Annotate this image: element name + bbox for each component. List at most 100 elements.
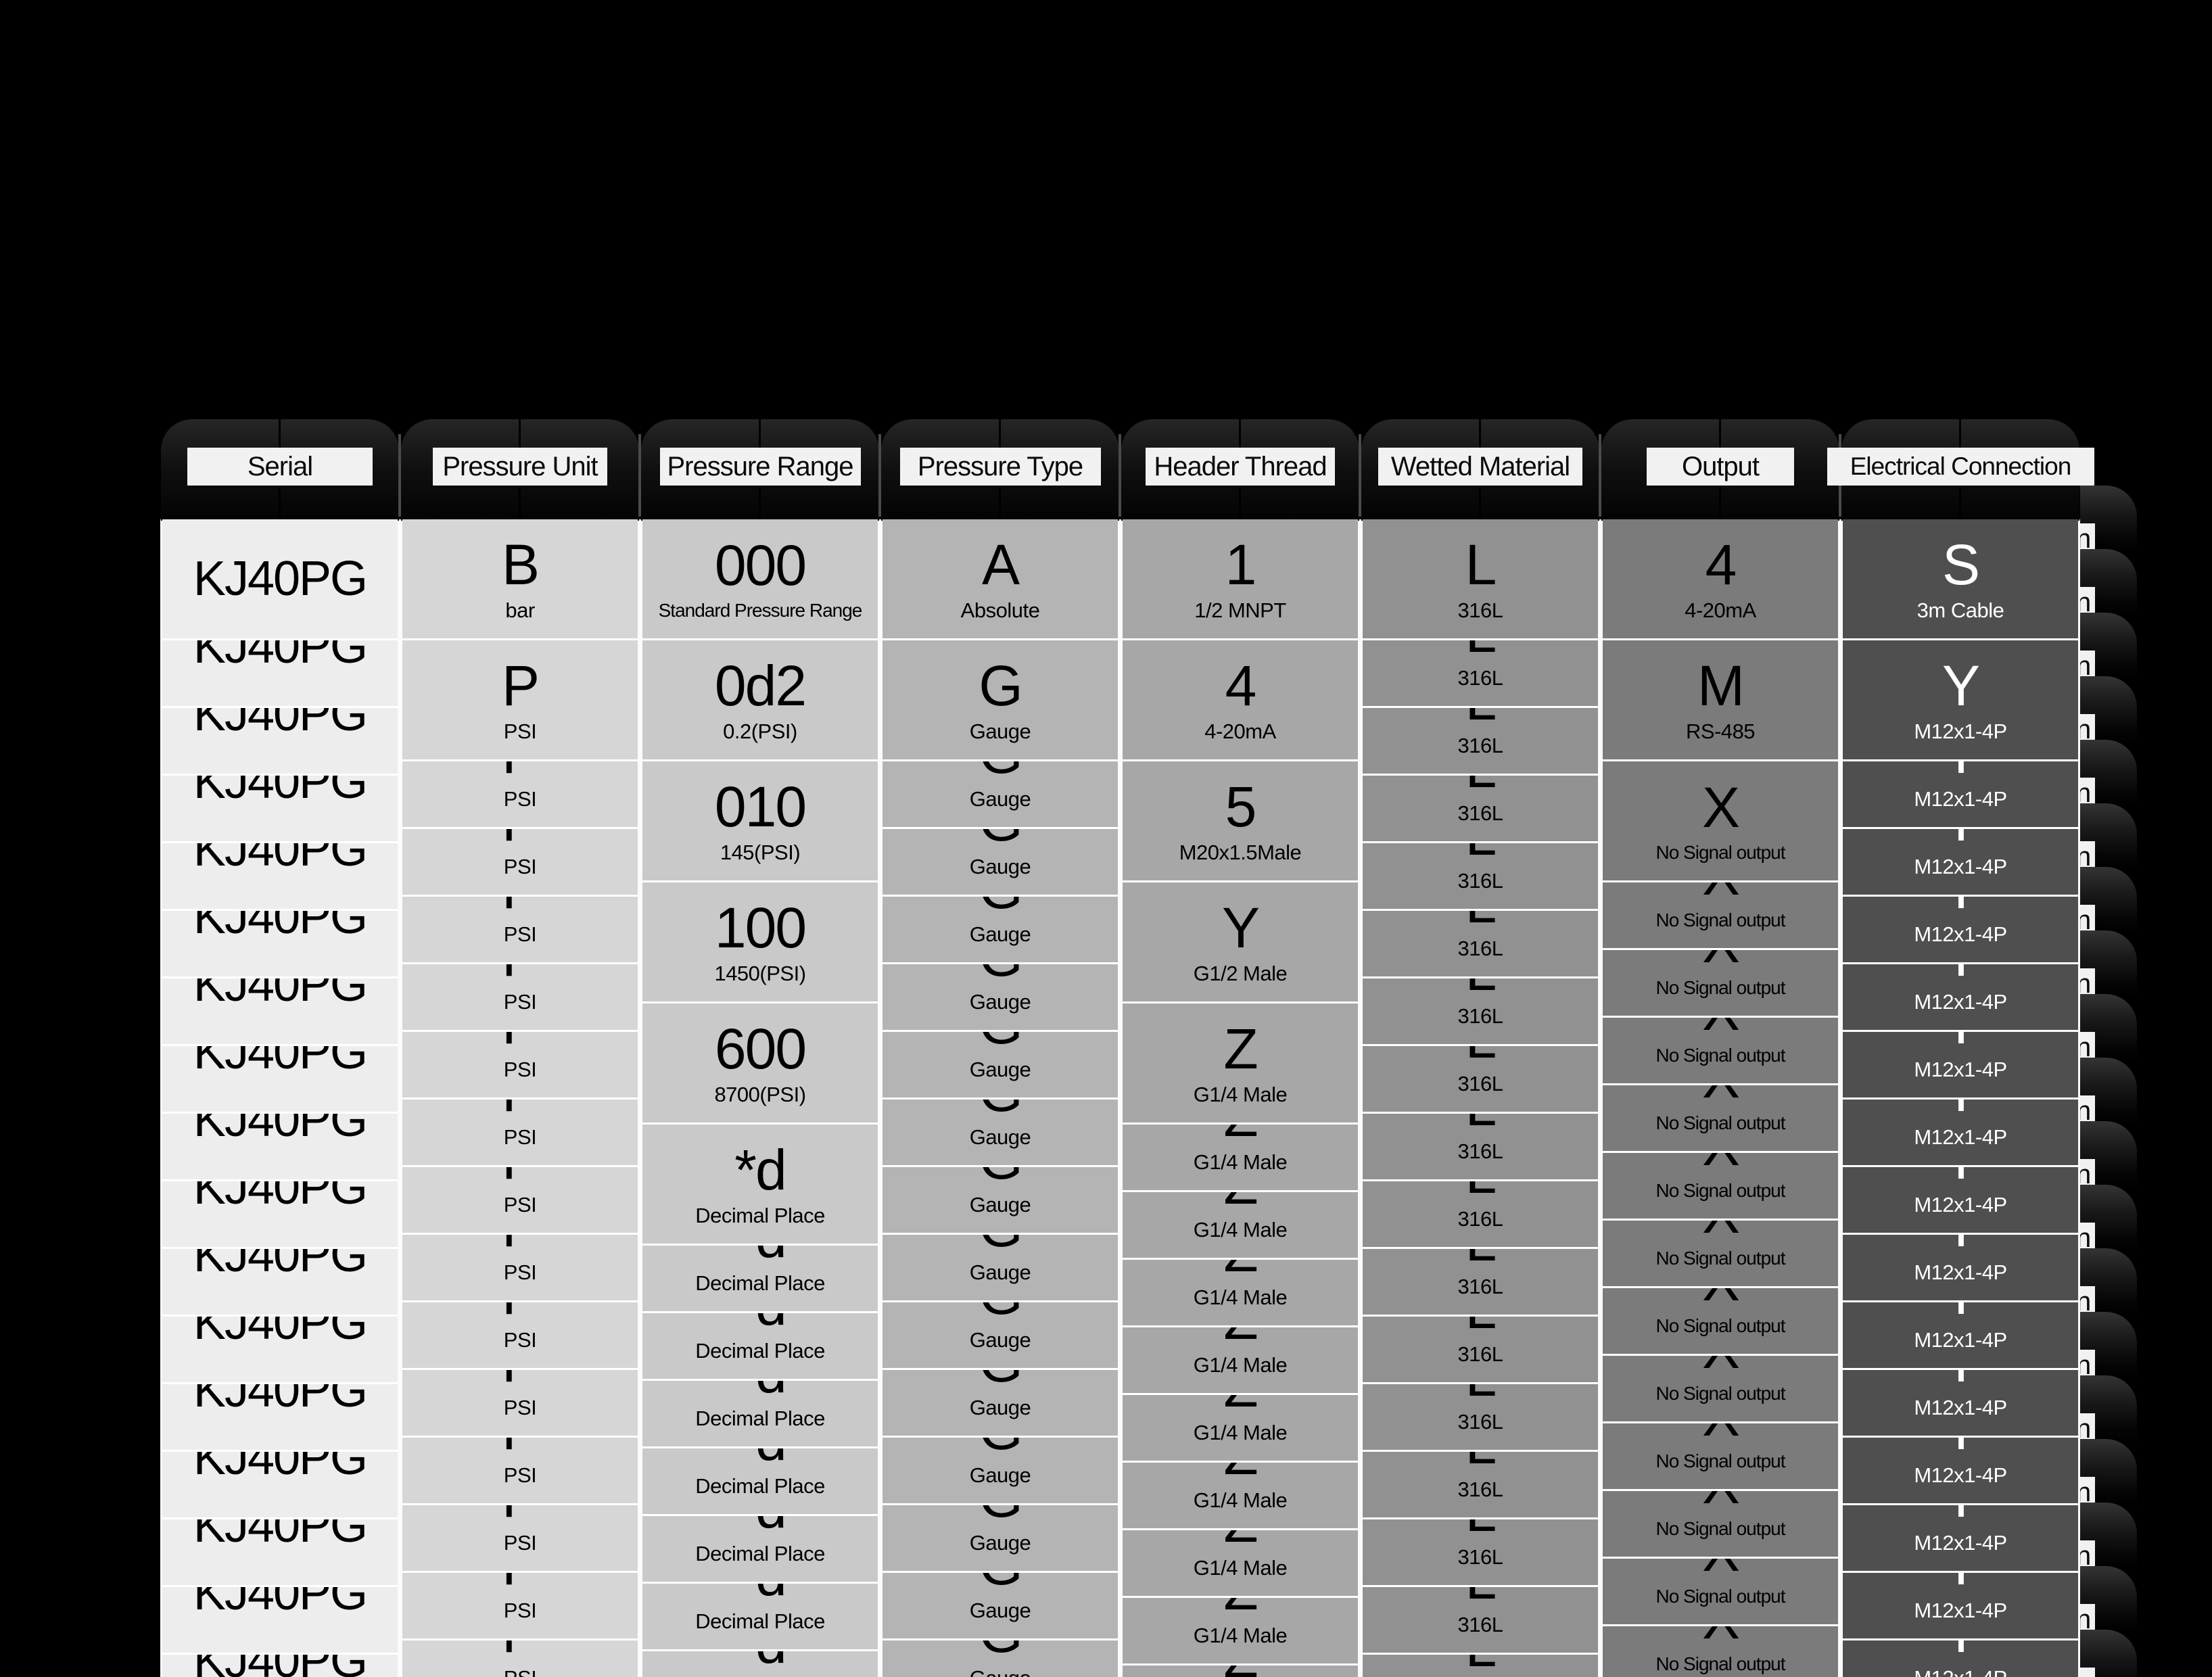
column-header-label: Electrical Connection [1827,448,2094,486]
option-label: Gauge [969,1192,1031,1217]
option-label: Decimal Place [695,1473,825,1498]
option-label: PSI [503,1327,537,1352]
connection-label-fragment-text: n [2080,1413,2092,1444]
option-label: PSI [504,1667,537,1677]
option-label: 316L [1457,1003,1503,1028]
header-tick-line [519,418,521,449]
option-label: 1450(PSI) [714,961,806,985]
option-label: Gauge [969,1260,1031,1284]
stacked-card-label-fragment: n [2080,778,2095,809]
header-tick-line [999,418,1001,449]
option-label: M12x1-4P [1914,1192,2007,1217]
connection-label-fragment-text: n [2080,905,2092,935]
option-label: 316L [1457,1544,1503,1569]
connection-label-fragment-text: n [2080,1032,2092,1062]
option-label: No Signal output [1655,1315,1785,1337]
stacked-card-label-fragment: n [2080,1095,2095,1127]
option-label: Gauge [969,854,1031,878]
option-label: 4-20mA [1204,719,1276,743]
option-label: 316L [1457,665,1503,690]
option-label: G1/2 Male [1193,961,1288,985]
option-cell: 000 Standard Pressure Range [642,519,878,640]
option-label: PSI [503,922,537,946]
header-tick-line [1479,418,1481,449]
connection-label-fragment-text: n [2080,968,2092,999]
option-label: M12x1-4P [1914,989,2007,1014]
option-cell: 1 1/2 MNPT [1123,519,1358,640]
option-label: PSI [503,1530,537,1555]
column-header-label: Header Thread [1146,448,1335,486]
option-label: G1/4 Male [1193,1150,1288,1174]
option-label: M12x1-4P [1914,1327,2007,1352]
option-label: 316L [1457,1612,1503,1636]
option-code: S [1942,532,1980,596]
tab-gap-line [1119,434,1121,517]
option-code: 1 [1225,532,1257,596]
option-label: G1/4 Male [1193,1285,1288,1309]
header-tick-line [1239,418,1241,449]
option-code: P [501,653,540,717]
option-label: 316L [1457,936,1503,960]
connection-label-fragment-text: n [2080,1159,2092,1189]
header-tick-line [1959,418,1961,449]
option-label: PSI [503,1463,537,1487]
option-label: 145(PSI) [720,840,801,864]
stacked-card-label-fragment: n [2080,714,2095,745]
option-label: Decimal Place [695,1203,825,1227]
option-label: Decimal Place [695,1338,825,1363]
connection-label-fragment-text: n [2080,651,2092,681]
header-tick-line [759,487,761,518]
option-label: 316L [1457,1409,1503,1434]
column-header-label: Wetted Material [1378,448,1582,486]
option-label: M12x1-4P [1914,1667,2007,1677]
option-code: X [1701,776,1740,840]
option-cell-content: 000 Standard Pressure Range [642,537,878,620]
header-tick-line [1959,487,1961,518]
option-code: G [979,653,1022,717]
connection-label-fragment-text: n [2080,587,2092,617]
connection-label-fragment-text: n [2080,1540,2092,1571]
option-label: M12x1-4P [1914,786,2007,811]
option-label: 316L [1457,598,1503,622]
option-code: 0d2 [714,653,807,717]
option-code: 5 [1225,774,1257,839]
stacked-card-label-fragment: n [2080,1540,2095,1572]
option-label: No Signal output [1655,1653,1785,1675]
stacked-card-label-fragment: n [2080,841,2095,872]
option-label: PSI [503,854,537,878]
option-cell-content: A Absolute [883,536,1118,622]
option-label: PSI [503,1057,537,1081]
stacked-card-label-fragment: n [2080,1413,2095,1444]
option-label: Decimal Place [695,1541,825,1565]
option-code: B [501,532,540,596]
stacked-card-label-fragment: n [2080,905,2095,936]
option-label: 1/2 MNPT [1194,598,1286,622]
option-cell-content: 100 1450(PSI) [642,899,878,985]
option-cell: 4 4-20mA [1603,519,1838,640]
option-label: No Signal output [1655,910,1785,931]
option-label: 316L [1457,1071,1503,1095]
option-cell: M RS-485 [1603,640,1838,761]
header-tick-line [1479,487,1481,518]
option-label: Decimal Place [695,1609,825,1633]
tab-gap-line [1599,434,1601,517]
connection-label-fragment-text: n [2080,841,2092,872]
stacked-card-label-fragment: n [2080,1477,2095,1508]
option-label: 316L [1457,1206,1503,1231]
option-label: G1/4 Male [1193,1352,1288,1377]
option-label: No Signal output [1655,1518,1785,1540]
header-tick-line [1719,487,1721,518]
tab-gap-line [1359,434,1361,517]
option-label: Gauge [969,1057,1031,1081]
option-label: PSI [503,719,537,743]
option-label: Gauge [969,786,1031,811]
option-label: 316L [1457,1139,1503,1163]
option-code: 100 [714,895,807,960]
